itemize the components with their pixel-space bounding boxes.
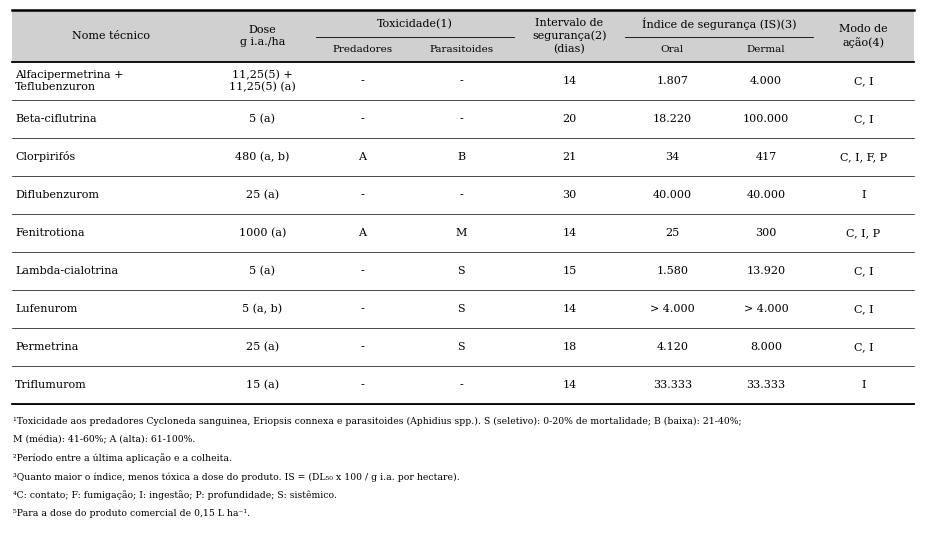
Text: -: -: [459, 76, 463, 86]
Text: 1000 (a): 1000 (a): [239, 228, 286, 238]
Text: 33.333: 33.333: [653, 380, 692, 390]
Text: 5 (a): 5 (a): [249, 266, 275, 276]
Text: -: -: [360, 380, 364, 390]
Text: 40.000: 40.000: [653, 190, 692, 200]
Text: 15: 15: [562, 266, 577, 276]
Text: -: -: [459, 190, 463, 200]
Text: 25 (a): 25 (a): [245, 190, 279, 200]
Text: 14: 14: [562, 76, 577, 86]
Text: 15 (a): 15 (a): [245, 380, 279, 390]
Text: 1.580: 1.580: [657, 266, 688, 276]
Text: Lufenurom: Lufenurom: [15, 304, 78, 314]
Text: -: -: [360, 190, 364, 200]
Text: Fenitrotiona: Fenitrotiona: [15, 228, 84, 238]
Text: Nome técnico: Nome técnico: [71, 31, 149, 41]
Text: C, I, P: C, I, P: [846, 228, 881, 238]
Text: I: I: [861, 380, 866, 390]
Text: 100.000: 100.000: [743, 114, 789, 124]
Text: Clorpirifós: Clorpirifós: [15, 151, 75, 163]
Text: 33.333: 33.333: [746, 380, 785, 390]
Text: C, I: C, I: [854, 76, 873, 86]
Text: C, I, F, P: C, I, F, P: [840, 152, 887, 162]
Text: -: -: [360, 114, 364, 124]
Text: Dose
g i.a./ha: Dose g i.a./ha: [240, 25, 285, 47]
Text: 14: 14: [562, 304, 577, 314]
Text: 11,25(5) +
11,25(5) (a): 11,25(5) + 11,25(5) (a): [229, 70, 295, 92]
Text: ⁵Para a dose do produto comercial de 0,15 L ha⁻¹.: ⁵Para a dose do produto comercial de 0,1…: [13, 509, 250, 518]
Text: -: -: [459, 114, 463, 124]
Text: Triflumurom: Triflumurom: [15, 380, 87, 390]
Text: Modo de
ação(4): Modo de ação(4): [839, 25, 888, 48]
Text: B: B: [457, 152, 466, 162]
Text: Dermal: Dermal: [746, 45, 785, 54]
Text: 20: 20: [562, 114, 577, 124]
Text: 8.000: 8.000: [750, 342, 782, 352]
Text: C, I: C, I: [854, 114, 873, 124]
Text: C, I: C, I: [854, 266, 873, 276]
Text: ²Período entre a última aplicação e a colheita.: ²Período entre a última aplicação e a co…: [13, 454, 232, 463]
Text: -: -: [360, 266, 364, 276]
Text: 13.920: 13.920: [746, 266, 785, 276]
Text: S: S: [457, 304, 465, 314]
Text: -: -: [360, 304, 364, 314]
Text: M (média): 41-60%; A (alta): 61-100%.: M (média): 41-60%; A (alta): 61-100%.: [13, 435, 195, 445]
Text: 40.000: 40.000: [746, 190, 785, 200]
Text: 4.000: 4.000: [750, 76, 782, 86]
Text: -: -: [459, 380, 463, 390]
Text: 14: 14: [562, 380, 577, 390]
Text: Alfacipermetrina +
Teflubenzuron: Alfacipermetrina + Teflubenzuron: [15, 70, 123, 92]
Text: Intervalo de
segurança(2)
(dias): Intervalo de segurança(2) (dias): [532, 18, 607, 54]
Text: A: A: [358, 228, 367, 238]
Text: Diflubenzurom: Diflubenzurom: [15, 190, 99, 200]
Text: 480 (a, b): 480 (a, b): [235, 152, 290, 162]
Text: > 4.000: > 4.000: [650, 304, 694, 314]
Text: -: -: [360, 76, 364, 86]
Text: A: A: [358, 152, 367, 162]
Text: 5 (a): 5 (a): [249, 114, 275, 124]
Text: Índice de segurança (IS)(3): Índice de segurança (IS)(3): [642, 18, 796, 30]
Text: 25: 25: [665, 228, 680, 238]
Text: Oral: Oral: [660, 45, 683, 54]
Text: 14: 14: [562, 228, 577, 238]
Text: 18.220: 18.220: [653, 114, 692, 124]
Text: > 4.000: > 4.000: [744, 304, 788, 314]
Text: 18: 18: [562, 342, 577, 352]
Text: S: S: [457, 342, 465, 352]
Text: 300: 300: [756, 228, 777, 238]
Text: -: -: [360, 342, 364, 352]
Text: C, I: C, I: [854, 304, 873, 314]
Text: M: M: [456, 228, 467, 238]
Text: 1.807: 1.807: [657, 76, 688, 86]
Text: S: S: [457, 266, 465, 276]
Text: ¹Toxicidade aos predadores Cycloneda sanguinea, Eriopsis connexa e parasitoides : ¹Toxicidade aos predadores Cycloneda san…: [13, 417, 742, 426]
Text: Predadores: Predadores: [332, 45, 393, 54]
Text: 21: 21: [562, 152, 577, 162]
Text: ³Quanto maior o índice, menos tóxica a dose do produto. IS = (DL₅₀ x 100 / g i.a: ³Quanto maior o índice, menos tóxica a d…: [13, 472, 459, 481]
Text: 34: 34: [665, 152, 680, 162]
Text: Toxicidade(1): Toxicidade(1): [377, 19, 453, 29]
Text: Permetrina: Permetrina: [15, 342, 79, 352]
Text: 5 (a, b): 5 (a, b): [243, 304, 282, 314]
Text: 30: 30: [562, 190, 577, 200]
Text: 4.120: 4.120: [657, 342, 688, 352]
Bar: [12, 10, 914, 62]
Text: Lambda-cialotrina: Lambda-cialotrina: [15, 266, 119, 276]
Text: ⁴C: contato; F: fumigação; I: ingestão; P: profundidade; S: sistêmico.: ⁴C: contato; F: fumigação; I: ingestão; …: [13, 490, 337, 500]
Text: I: I: [861, 190, 866, 200]
Text: C, I: C, I: [854, 342, 873, 352]
Text: 25 (a): 25 (a): [245, 342, 279, 352]
Text: 417: 417: [756, 152, 777, 162]
Text: Beta-ciflutrina: Beta-ciflutrina: [15, 114, 96, 124]
Text: Parasitoides: Parasitoides: [430, 45, 494, 54]
